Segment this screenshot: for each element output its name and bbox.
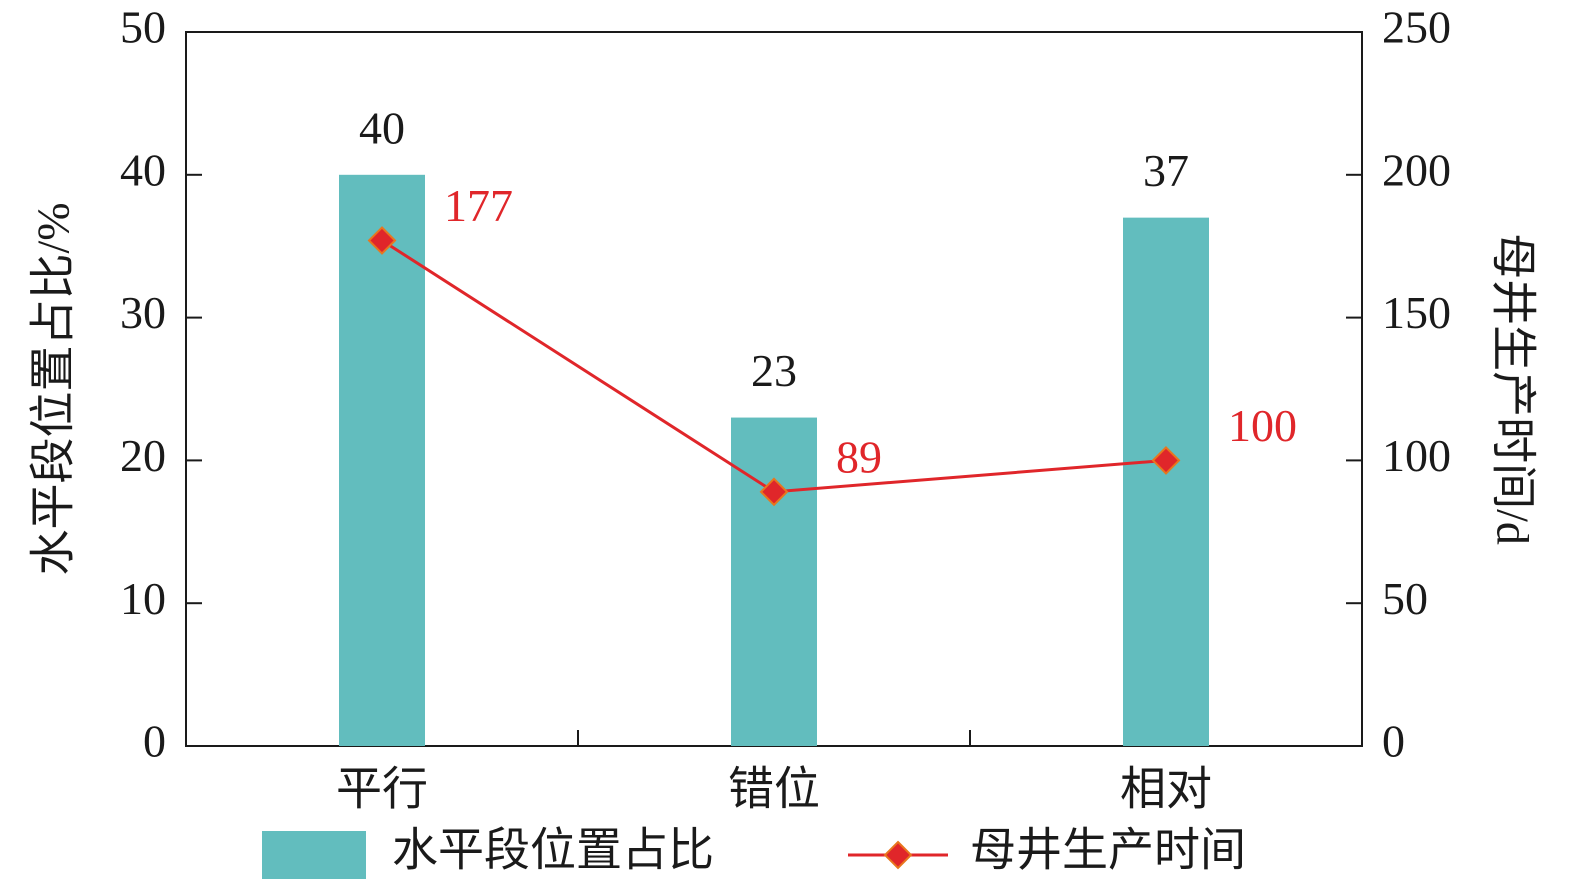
bar-value-label: 37 [1143, 145, 1189, 196]
y2-tick-label: 200 [1382, 144, 1451, 195]
y2-tick-label: 0 [1382, 716, 1405, 767]
line-value-label: 100 [1228, 400, 1297, 451]
y-tick-label: 40 [120, 144, 166, 195]
y2-tick-label: 100 [1382, 430, 1451, 481]
x-tick-label: 平行 [336, 764, 428, 815]
y-axis-label: 水平段位置占比/% [28, 202, 79, 575]
bar [1123, 217, 1209, 746]
line-value-label: 177 [444, 180, 513, 231]
y2-tick-label: 250 [1382, 2, 1451, 53]
legend-swatch [262, 831, 366, 879]
y2-axis-label: 母井生产时间/d [1487, 233, 1538, 545]
bar [731, 417, 817, 746]
line-marker [1151, 445, 1181, 475]
line-marker [367, 226, 397, 255]
bar [339, 174, 425, 747]
legend-marker [883, 840, 913, 870]
x-tick-label: 相对 [1120, 764, 1212, 815]
x-tick-label: 错位 [728, 764, 820, 815]
y2-tick-label: 50 [1382, 573, 1428, 624]
line-value-label: 89 [836, 431, 882, 482]
y-tick-label: 0 [143, 716, 166, 767]
legend-label: 水平段位置占比 [392, 825, 714, 876]
y2-tick-label: 150 [1382, 287, 1451, 338]
y-tick-label: 10 [120, 573, 166, 624]
y-tick-label: 30 [120, 287, 166, 338]
y-tick-label: 50 [120, 2, 166, 53]
bar-value-label: 40 [359, 102, 405, 153]
y-tick-label: 20 [120, 430, 166, 481]
line-marker [759, 477, 789, 507]
bar-value-label: 23 [751, 345, 797, 396]
legend-label: 母井生产时间 [970, 825, 1246, 876]
